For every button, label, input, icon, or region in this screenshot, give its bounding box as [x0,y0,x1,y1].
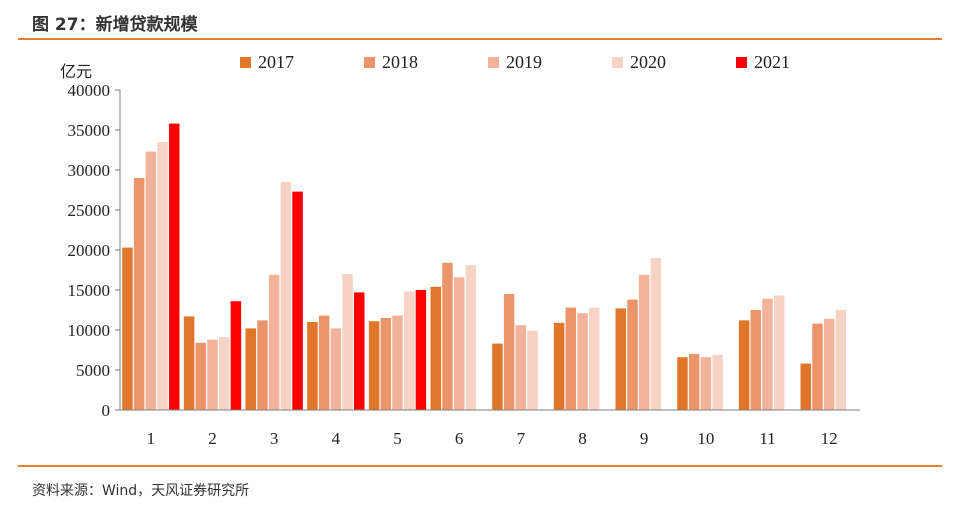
legend-label-2019: 2019 [506,52,542,72]
y-axis-ticks: 0 5000 10000 15000 20000 25000 30000 35000 40000 [68,81,120,420]
bar-2020-4 [342,274,353,410]
bar-2020-5 [403,291,415,410]
x-tick-label: 7 [517,429,526,448]
legend-label-2021: 2021 [754,52,790,72]
bar-2017-5 [368,321,380,410]
bar-2019-11 [762,298,773,410]
bar-2019-3 [268,274,280,410]
x-tick-label: 9 [640,429,649,448]
bar-2020-6 [465,265,477,410]
bar-2018-1 [133,178,145,410]
bar-2019-4 [330,328,342,410]
x-tick-label: 4 [332,429,341,448]
bar-2018-11 [750,310,762,410]
bar-2018-6 [442,262,453,410]
x-tick-label: 12 [821,429,838,448]
bar-2019-10 [700,357,712,410]
bar-2018-7 [503,294,515,410]
y-axis-label: 亿元 [60,62,92,81]
x-tick-label: 10 [697,429,714,448]
figure-title: 图 27：新增贷款规模 [32,15,198,35]
bar-2018-4 [318,315,330,410]
x-tick-label: 6 [455,429,464,448]
x-tick-label: 3 [270,429,279,448]
bar-2021-3 [292,191,303,410]
bar-2017-9 [615,308,627,410]
bar-2018-5 [380,318,392,410]
y-tick-label: 30000 [68,161,111,180]
bar-2021-4 [353,292,365,410]
bar-2019-5 [392,315,403,410]
bar-2017-6 [430,286,442,410]
bar-2020-1 [157,142,168,410]
bar-2018-10 [688,354,700,410]
y-tick-label: 0 [102,401,111,420]
bar-2021-2 [230,301,242,410]
y-tick-label: 40000 [68,81,111,100]
legend-swatch-2020 [612,57,623,68]
x-tick-label: 1 [147,429,156,448]
x-tick-label: 11 [759,429,775,448]
y-tick-label: 35000 [68,121,111,140]
x-axis-ticks: 1 2 3 4 5 6 7 8 9 10 11 12 [147,429,838,448]
bottom-divider [18,465,942,467]
bar-2017-2 [183,316,195,410]
bar-2017-3 [245,328,257,410]
x-tick-label: 5 [393,429,402,448]
y-tick-label: 15000 [68,281,111,300]
bar-2017-8 [553,322,565,410]
legend-swatch-2021 [736,57,747,68]
bar-2020-2 [218,337,230,410]
chart-legend: 2017 2018 2019 2020 2021 [240,52,790,72]
legend-label-2018: 2018 [382,52,418,72]
bar-2019-12 [823,318,835,410]
bar-2020-9 [650,258,662,410]
bar-2020-8 [588,307,600,410]
bar-2019-1 [145,151,157,410]
bar-2018-3 [257,320,268,410]
bars [122,123,847,410]
legend-label-2017: 2017 [258,52,294,72]
bar-2017-11 [738,320,750,410]
legend-swatch-2017 [240,57,251,68]
bar-2018-9 [627,299,638,410]
x-tick-label: 2 [208,429,217,448]
bar-2020-3 [280,182,292,410]
bar-2019-6 [453,277,465,410]
bar-2019-2 [207,339,218,410]
bar-2017-1 [122,247,133,410]
y-tick-label: 10000 [68,321,111,340]
bar-2017-4 [307,322,318,410]
bar-2020-12 [835,310,847,410]
bar-2019-7 [515,325,527,410]
bar-2020-11 [773,295,785,410]
bar-2019-8 [577,313,588,410]
bar-2020-10 [712,354,723,410]
source-note: 资料来源：Wind，天风证券研究所 [32,483,250,499]
y-tick-label: 25000 [68,201,111,220]
legend-swatch-2019 [488,57,499,68]
bar-2018-12 [812,323,823,410]
bar-2018-2 [195,342,207,410]
bar-2019-9 [638,274,650,410]
bar-2017-10 [677,357,688,410]
bar-2021-1 [168,123,180,410]
legend-swatch-2018 [364,57,375,68]
y-tick-label: 5000 [76,361,110,380]
y-tick-label: 20000 [68,241,111,260]
legend-label-2020: 2020 [630,52,666,72]
bar-2021-5 [415,290,427,410]
bar-2017-7 [492,343,503,410]
bar-2020-7 [527,330,538,410]
bar-2018-8 [565,307,577,410]
top-divider [18,38,942,40]
x-tick-label: 8 [578,429,587,448]
bar-2017-12 [800,363,812,410]
